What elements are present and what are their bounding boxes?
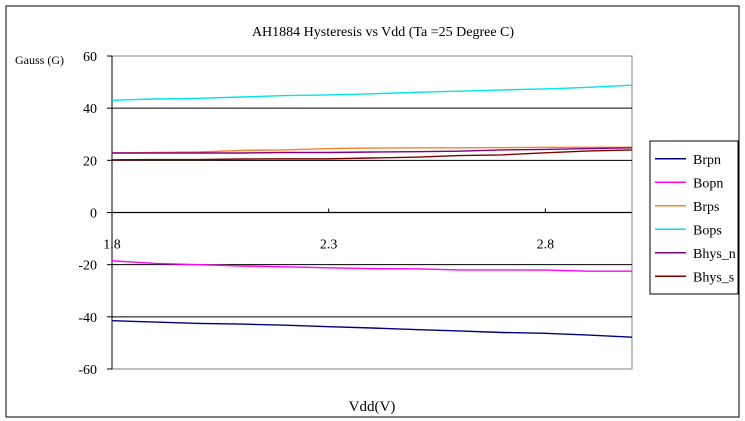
x-tick-label: 1.8 [103, 238, 121, 253]
legend-box [649, 140, 739, 295]
y-tick-label: 0 [90, 207, 97, 222]
series-line-brps [111, 146, 632, 154]
chart-title: AH1884 Hysteresis vs Vdd (Ta =25 Degree … [252, 25, 514, 40]
legend: Brpn Bopn Brps Bops Bhys_n Bhys_s [649, 140, 739, 295]
y-tick-label: -40 [78, 311, 97, 326]
legend-label: Bops [693, 223, 722, 238]
chart-frame [5, 5, 740, 418]
x-tick-label: 2.3 [320, 238, 338, 253]
plot-area: -60 -40 -20 0 20 40 60 1.8 2.3 2.8 [78, 50, 633, 378]
y-tick-label: 20 [83, 154, 97, 169]
series-line-bhys-n [112, 147, 633, 154]
x-axis-label: Vdd(V) [349, 399, 396, 415]
y-tick-label: 60 [83, 50, 97, 65]
series-line-bops [111, 84, 633, 101]
legend-label: Bopn [693, 176, 723, 191]
legend-label: Brpn [693, 153, 721, 168]
y-tick-label: -20 [78, 259, 97, 274]
legend-label: Bhys_s [693, 270, 734, 285]
y-axis-label: Gauss (G) [15, 53, 64, 67]
y-tick-label: 40 [83, 102, 97, 117]
x-tick-label: 2.8 [537, 238, 555, 253]
series-line-bopn [111, 260, 632, 272]
series-line-bhys-s [111, 149, 633, 161]
legend-label: Brps [693, 200, 719, 215]
legend-label: Bhys_n [693, 247, 736, 262]
series-line-brpn [111, 320, 633, 338]
y-tick-label: -60 [78, 363, 97, 378]
